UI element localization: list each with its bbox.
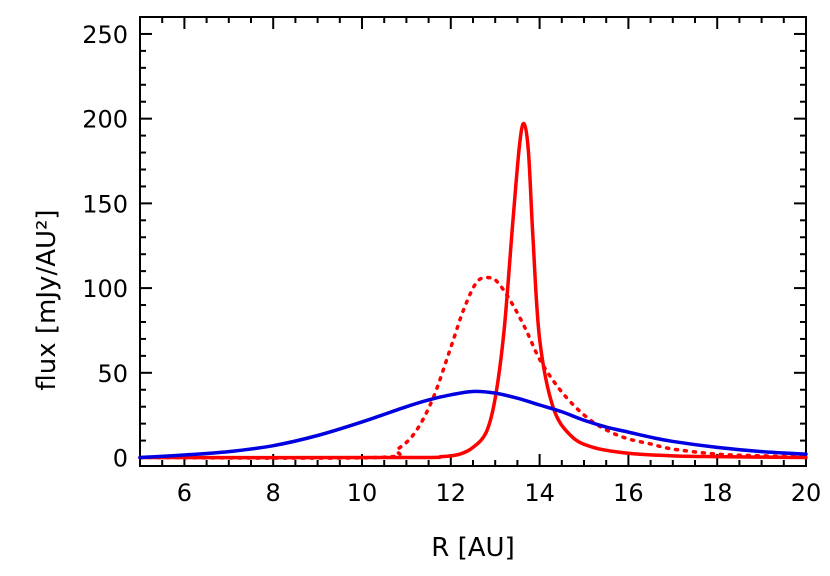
y-axis-label: flux [mJy/AU²] — [32, 209, 62, 390]
series-red-dotted-line — [138, 275, 808, 460]
series-blue-solid-line — [138, 389, 808, 460]
x-axis-label: R [AU] — [431, 533, 514, 563]
y-tick-label: 0 — [113, 445, 128, 473]
x-tick-label: 6 — [177, 479, 192, 507]
axis-ticks — [139, 17, 807, 466]
x-tick-label: 8 — [266, 479, 281, 507]
series-layer — [138, 121, 808, 460]
x-tick-label: 10 — [347, 479, 378, 507]
y-tick-label: 100 — [82, 275, 128, 303]
x-tick-label: 12 — [436, 479, 467, 507]
x-tick-label: 20 — [791, 479, 822, 507]
y-tick-label: 250 — [82, 21, 128, 49]
x-tick-label: 14 — [524, 479, 555, 507]
series-red-solid-line — [138, 121, 808, 460]
y-tick-label: 200 — [82, 106, 128, 134]
plot-border — [139, 16, 807, 467]
x-tick-label: 16 — [613, 479, 644, 507]
plot-frame — [139, 16, 807, 467]
x-tick-label: 18 — [702, 479, 733, 507]
y-tick-label: 150 — [82, 190, 128, 218]
y-tick-label: 50 — [97, 360, 128, 388]
